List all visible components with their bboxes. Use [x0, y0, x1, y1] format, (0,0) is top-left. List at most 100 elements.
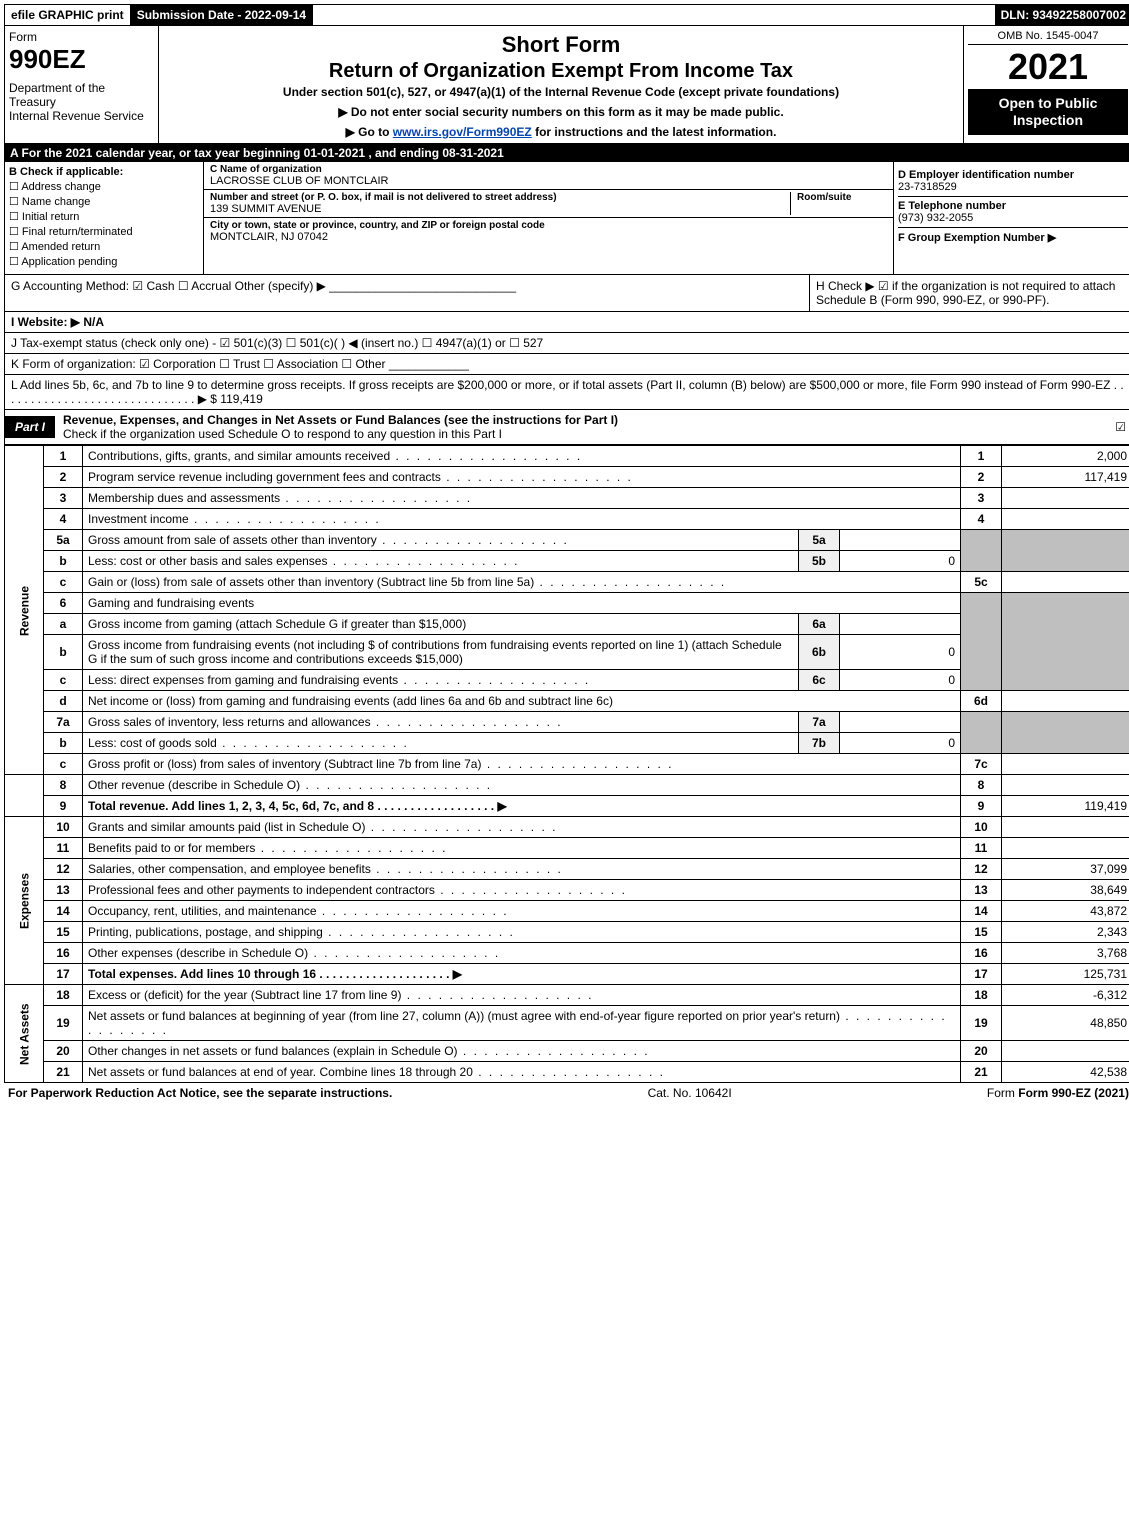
ein-label: D Employer identification number: [898, 169, 1128, 181]
street-value: 139 SUMMIT AVENUE: [210, 203, 790, 215]
line-21-desc: Net assets or fund balances at end of ye…: [83, 1062, 961, 1083]
submission-date: Submission Date - 2022-09-14: [131, 5, 313, 25]
part1-schedule-o-check[interactable]: ☑: [1115, 420, 1129, 434]
ssn-warning: ▶ Do not enter social security numbers o…: [167, 105, 955, 119]
line-1-desc: Contributions, gifts, grants, and simila…: [83, 446, 961, 467]
website-row: I Website: ▶ N/A: [4, 312, 1129, 333]
line-13-value: 38,649: [1002, 880, 1129, 901]
line-7a-value: [840, 712, 961, 733]
line-17-desc: Total expenses. Add lines 10 through 16 …: [83, 964, 961, 985]
title-return: Return of Organization Exempt From Incom…: [167, 60, 955, 83]
row-g-h: G Accounting Method: ☑ Cash ☐ Accrual Ot…: [4, 275, 1129, 312]
form-of-organization: K Form of organization: ☑ Corporation ☐ …: [4, 354, 1129, 375]
line-2-desc: Program service revenue including govern…: [83, 467, 961, 488]
part1-header: Part I Revenue, Expenses, and Changes in…: [4, 410, 1129, 445]
line-16-value: 3,768: [1002, 943, 1129, 964]
telephone-label: E Telephone number: [898, 200, 1128, 212]
box-b-title: B Check if applicable:: [9, 166, 199, 178]
form-word: Form: [9, 30, 154, 44]
line-7a-desc: Gross sales of inventory, less returns a…: [83, 712, 799, 733]
line-1-value: 2,000: [1002, 446, 1129, 467]
line-18-value: -6,312: [1002, 985, 1129, 1006]
line-10-desc: Grants and similar amounts paid (list in…: [83, 817, 961, 838]
dln-label: DLN: 93492258007002: [995, 5, 1129, 25]
group-exemption-label: F Group Exemption Number ▶: [898, 231, 1128, 244]
chk-address-change[interactable]: ☐ Address change: [9, 180, 199, 193]
line-5c-value: [1002, 572, 1129, 593]
accounting-method: G Accounting Method: ☑ Cash ☐ Accrual Ot…: [5, 275, 809, 311]
efile-label: efile GRAPHIC print: [5, 5, 131, 25]
line-13-desc: Professional fees and other payments to …: [83, 880, 961, 901]
line-5a-desc: Gross amount from sale of assets other t…: [83, 530, 799, 551]
line-6b-desc: Gross income from fundraising events (no…: [83, 635, 799, 670]
paperwork-notice: For Paperwork Reduction Act Notice, see …: [8, 1086, 392, 1100]
expenses-side-label: Expenses: [5, 817, 44, 985]
line-10-value: [1002, 817, 1129, 838]
open-to-public: Open to Public Inspection: [968, 89, 1128, 135]
line-6c-value: 0: [840, 670, 961, 691]
omb-number: OMB No. 1545-0047: [968, 30, 1128, 45]
line-4-value: [1002, 509, 1129, 530]
irs-link[interactable]: www.irs.gov/Form990EZ: [393, 125, 532, 139]
line-14-desc: Occupancy, rent, utilities, and maintena…: [83, 901, 961, 922]
tax-year: 2021: [968, 49, 1128, 85]
line-2-value: 117,419: [1002, 467, 1129, 488]
page-footer: For Paperwork Reduction Act Notice, see …: [4, 1083, 1129, 1103]
line-15-desc: Printing, publications, postage, and shi…: [83, 922, 961, 943]
form-footer-label: Form Form 990-EZ (2021): [987, 1086, 1129, 1100]
form-header: Form 990EZ Department of the Treasury In…: [4, 26, 1129, 144]
line-15-value: 2,343: [1002, 922, 1129, 943]
chk-application-pending[interactable]: ☐ Application pending: [9, 255, 199, 268]
line-7b-value: 0: [840, 733, 961, 754]
box-b: B Check if applicable: ☐ Address change …: [5, 162, 204, 274]
line-5c-desc: Gain or (loss) from sale of assets other…: [83, 572, 961, 593]
line-6b-value: 0: [840, 635, 961, 670]
gross-receipts-row: L Add lines 5b, 6c, and 7b to line 9 to …: [4, 375, 1129, 410]
line-6-desc: Gaming and fundraising events: [83, 593, 961, 614]
line-16-desc: Other expenses (describe in Schedule O): [83, 943, 961, 964]
line-8-desc: Other revenue (describe in Schedule O): [83, 775, 961, 796]
part1-tag: Part I: [5, 416, 55, 438]
room-label: Room/suite: [797, 192, 887, 203]
header-right: OMB No. 1545-0047 2021 Open to Public In…: [963, 26, 1129, 143]
box-c: C Name of organization LACROSSE CLUB OF …: [204, 162, 894, 274]
line-9-desc: Total revenue. Add lines 1, 2, 3, 4, 5c,…: [83, 796, 961, 817]
department-label: Department of the Treasury Internal Reve…: [9, 81, 154, 123]
city-label: City or town, state or province, country…: [210, 220, 887, 231]
org-name: LACROSSE CLUB OF MONTCLAIR: [210, 175, 887, 187]
line-6c-desc: Less: direct expenses from gaming and fu…: [83, 670, 799, 691]
chk-final-return[interactable]: ☐ Final return/terminated: [9, 225, 199, 238]
line-3-value: [1002, 488, 1129, 509]
line-14-value: 43,872: [1002, 901, 1129, 922]
chk-amended-return[interactable]: ☐ Amended return: [9, 240, 199, 253]
line-9-value: 119,419: [1002, 796, 1129, 817]
line-8-value: [1002, 775, 1129, 796]
header-left: Form 990EZ Department of the Treasury In…: [5, 26, 159, 143]
line-7c-desc: Gross profit or (loss) from sales of inv…: [83, 754, 961, 775]
line-20-desc: Other changes in net assets or fund bala…: [83, 1041, 961, 1062]
netassets-side-label: Net Assets: [5, 985, 44, 1083]
section-a-period: A For the 2021 calendar year, or tax yea…: [4, 144, 1129, 162]
line-5b-desc: Less: cost or other basis and sales expe…: [83, 551, 799, 572]
line-17-value: 125,731: [1002, 964, 1129, 985]
line-5b-value: 0: [840, 551, 961, 572]
gross-receipts-amount: 119,419: [220, 392, 263, 406]
line-18-desc: Excess or (deficit) for the year (Subtra…: [83, 985, 961, 1006]
form-number: 990EZ: [9, 44, 154, 75]
line-12-desc: Salaries, other compensation, and employ…: [83, 859, 961, 880]
org-info-row: B Check if applicable: ☐ Address change …: [4, 162, 1129, 275]
line-11-desc: Benefits paid to or for members: [83, 838, 961, 859]
catalog-number: Cat. No. 10642I: [648, 1086, 732, 1100]
chk-name-change[interactable]: ☐ Name change: [9, 195, 199, 208]
line-21-value: 42,538: [1002, 1062, 1129, 1083]
schedule-b-check: H Check ▶ ☑ if the organization is not r…: [809, 275, 1129, 311]
line-6d-value: [1002, 691, 1129, 712]
line-12-value: 37,099: [1002, 859, 1129, 880]
line-11-value: [1002, 838, 1129, 859]
part1-title: Revenue, Expenses, and Changes in Net As…: [63, 410, 1115, 444]
subtitle: Under section 501(c), 527, or 4947(a)(1)…: [167, 85, 955, 99]
city-value: MONTCLAIR, NJ 07042: [210, 231, 887, 243]
chk-initial-return[interactable]: ☐ Initial return: [9, 210, 199, 223]
line-3-desc: Membership dues and assessments: [83, 488, 961, 509]
goto-note: ▶ Go to www.irs.gov/Form990EZ for instru…: [167, 125, 955, 139]
